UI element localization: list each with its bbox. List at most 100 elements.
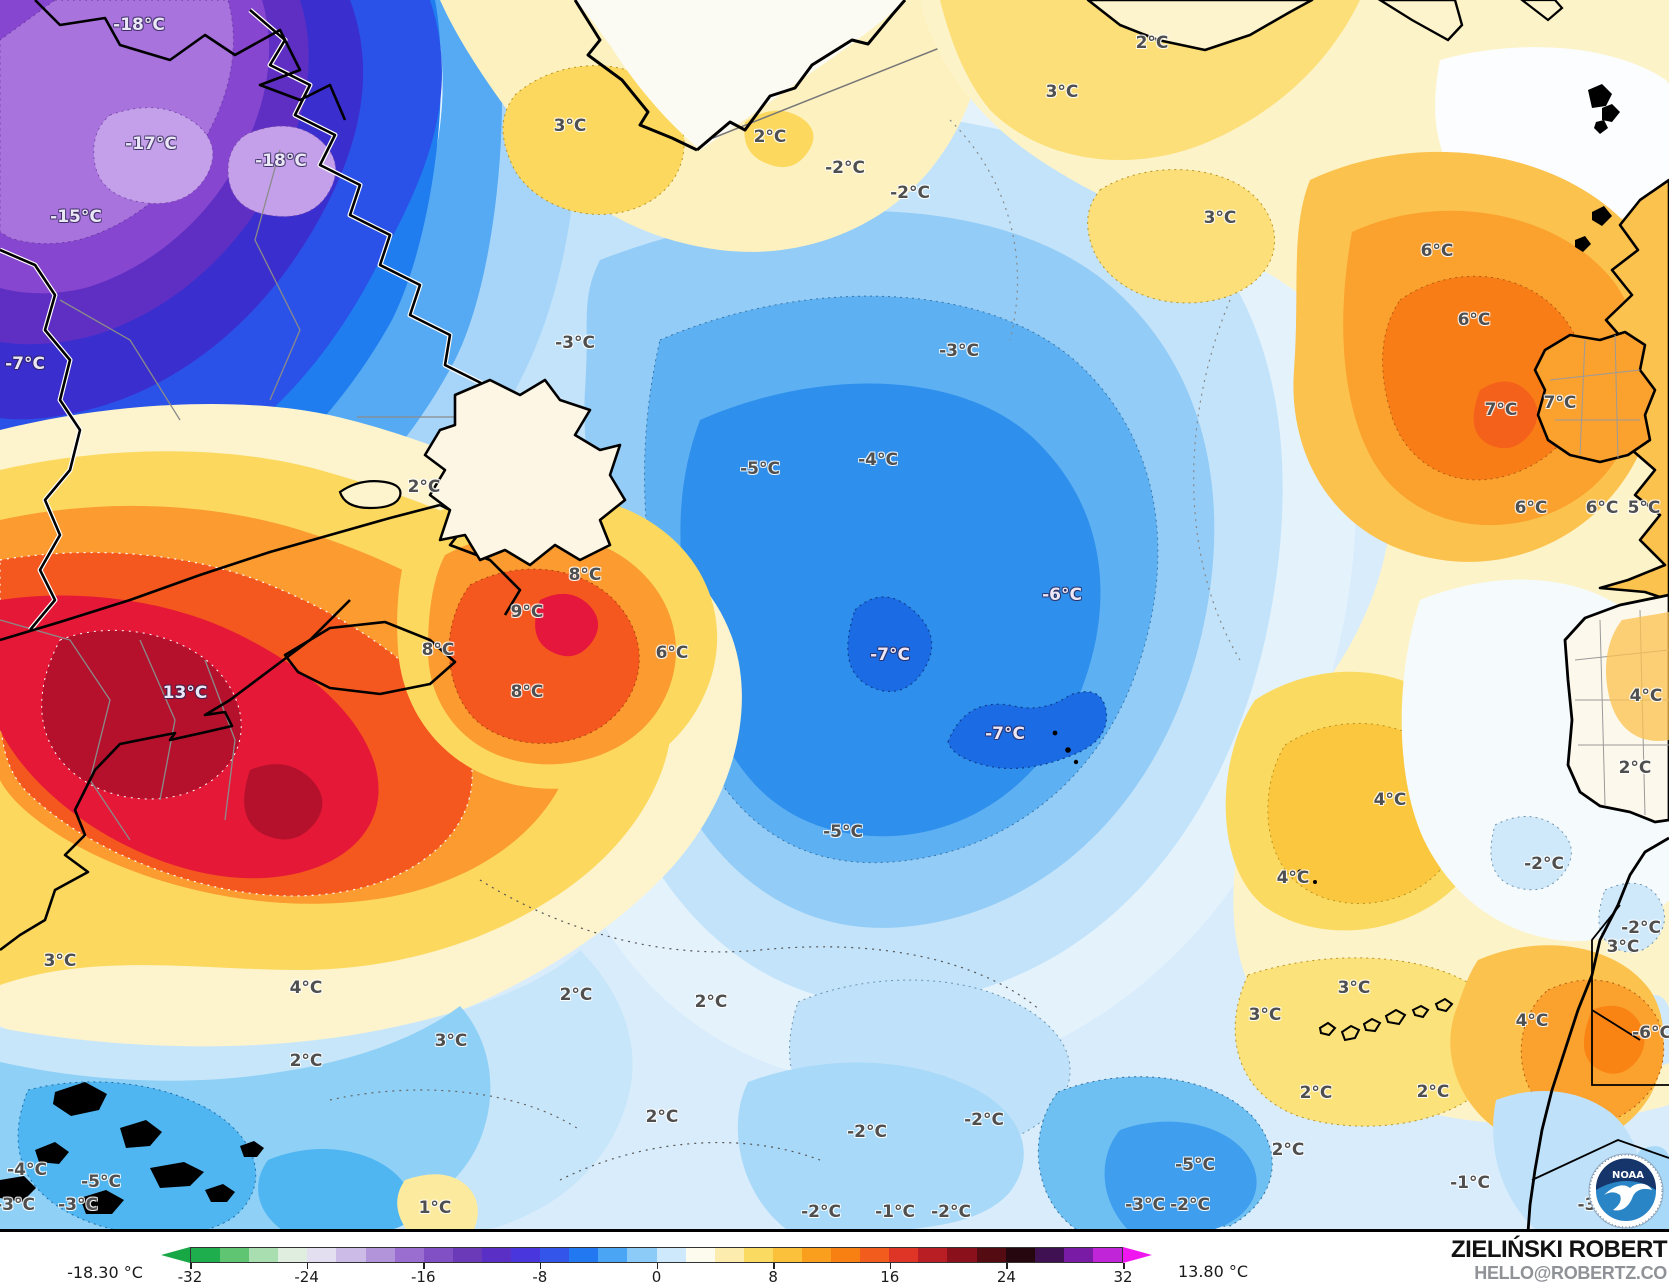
temp-label: -5°C — [823, 822, 863, 842]
colorbar-tick-label: 0 — [651, 1268, 662, 1286]
temp-label: -4°C — [7, 1160, 47, 1180]
temp-label: 13°C — [162, 683, 208, 703]
temp-label: 6°C — [655, 643, 689, 663]
colorbar-right-arrow — [1123, 1247, 1152, 1263]
temp-label: 2°C — [1299, 1083, 1333, 1103]
colorbar-segment — [947, 1248, 977, 1262]
colorbar-segment — [569, 1248, 599, 1262]
colorbar-segment — [976, 1248, 1006, 1262]
temp-label: -2°C — [801, 1202, 841, 1222]
temp-label: 2°C — [753, 127, 787, 147]
colorbar-segment — [1005, 1248, 1035, 1262]
colorbar-segment — [772, 1248, 802, 1262]
colorbar-segment — [511, 1248, 541, 1262]
temp-label: -7°C — [5, 354, 45, 374]
colorbar-tick-label: -32 — [177, 1268, 203, 1286]
temp-label: -5°C — [740, 459, 780, 479]
temp-label: 9°C — [510, 602, 544, 622]
colorbar-segment — [918, 1248, 948, 1262]
colorbar-tick — [889, 1263, 892, 1269]
temp-label: -3°C — [1125, 1195, 1165, 1215]
temp-label: -7°C — [870, 645, 910, 665]
attribution-email: HELLO@ROBERTZ.CO — [1474, 1263, 1667, 1283]
temp-label: 2°C — [407, 477, 441, 497]
colorbar-segment — [540, 1248, 570, 1262]
temp-label: -17°C — [125, 134, 177, 154]
colorbar-tick — [656, 1263, 658, 1269]
temp-label: 6°C — [1457, 310, 1491, 330]
colorbar-tick-label: 32 — [1113, 1268, 1133, 1286]
temp-label: -15°C — [50, 207, 102, 227]
colorbar-segment — [1092, 1248, 1122, 1262]
temp-label: -2°C — [964, 1110, 1004, 1130]
temp-label: -6°C — [1042, 585, 1082, 605]
temp-label: 4°C — [1629, 686, 1663, 706]
colorbar-segment — [220, 1248, 250, 1262]
colorbar-segment — [831, 1248, 861, 1262]
temp-label: -2°C — [1524, 854, 1564, 874]
temp-label: 2°C — [645, 1107, 679, 1127]
temp-label: 2°C — [289, 1051, 323, 1071]
colorbar-segment — [336, 1248, 366, 1262]
colorbar-segment — [801, 1248, 832, 1262]
colorbar-segment — [307, 1248, 337, 1262]
temp-label: -2°C — [847, 1122, 887, 1142]
temp-label: -1°C — [875, 1202, 915, 1222]
temp-label: 3°C — [1248, 1005, 1282, 1025]
temp-label: -5°C — [81, 1172, 121, 1192]
temp-label: 3°C — [1606, 937, 1640, 957]
temp-label: 2°C — [694, 992, 728, 1012]
colorbar-tick-label: -16 — [411, 1268, 436, 1286]
temp-label: -2°C — [890, 183, 930, 203]
colorbar-segment — [598, 1248, 628, 1262]
temp-label: 3°C — [1337, 978, 1371, 998]
colorbar-segment — [481, 1248, 512, 1262]
colorbar-tick — [1006, 1263, 1008, 1269]
colorbar-segment — [452, 1248, 482, 1262]
temp-label: 4°C — [1373, 790, 1407, 810]
temp-label: 8°C — [421, 640, 455, 660]
attribution-name: ZIELIŃSKI ROBERT — [1450, 1236, 1668, 1263]
colorbar — [190, 1247, 1123, 1263]
noaa-logo-icon: NOAA — [1588, 1153, 1664, 1229]
colorbar-tick-label: -8 — [532, 1268, 548, 1286]
colorbar-max-label: 13.80 °C — [1177, 1262, 1249, 1281]
noaa-badge-text: NOAA — [1612, 1170, 1644, 1181]
colorbar-tick — [539, 1263, 542, 1269]
colorbar-segment — [191, 1248, 221, 1262]
colorbar-segment — [889, 1248, 919, 1262]
temp-label: 7°C — [1543, 393, 1577, 413]
temp-label: 7°C — [1484, 400, 1518, 420]
temp-label: -4°C — [858, 450, 898, 470]
temp-label: 3°C — [553, 116, 587, 136]
colorbar-tick — [423, 1263, 425, 1269]
temp-label: 3°C — [1203, 208, 1237, 228]
temp-label: -1°C — [1450, 1173, 1490, 1193]
colorbar-segment — [278, 1248, 308, 1262]
colorbar-tick-label: -24 — [294, 1268, 319, 1286]
temperature-anomaly-map: -18°C -17°C -18°C -15°C -7°C 13°C -7°C -7°C -6°C… — [0, 0, 1669, 1232]
temp-label: 4°C — [1276, 868, 1310, 888]
temp-label: -2°C — [1170, 1195, 1210, 1215]
temp-label: 8°C — [568, 565, 602, 585]
temp-label: -3°C — [555, 333, 595, 353]
colorbar-segment — [627, 1248, 657, 1262]
temp-label: -3°C — [58, 1195, 98, 1215]
colorbar-segment — [860, 1248, 890, 1262]
temp-label: 6°C — [1585, 498, 1619, 518]
temp-label: 2°C — [1416, 1082, 1450, 1102]
temp-label: 3°C — [43, 951, 77, 971]
temp-label: 2°C — [1618, 758, 1652, 778]
colorbar-segment — [743, 1248, 773, 1262]
temp-label: -7°C — [985, 724, 1025, 744]
temp-label: 2°C — [1135, 33, 1169, 53]
temp-label: -3°C — [0, 1195, 35, 1215]
colorbar-tick-label: 16 — [880, 1268, 900, 1286]
colorbar-segment — [365, 1248, 395, 1262]
temp-label: 4°C — [289, 978, 323, 998]
temp-label: 8°C — [510, 682, 544, 702]
temp-label: 3°C — [1045, 82, 1079, 102]
colorbar-segment — [249, 1248, 279, 1262]
colorbar-segment — [1063, 1248, 1093, 1262]
colorbar-segment — [656, 1248, 686, 1262]
